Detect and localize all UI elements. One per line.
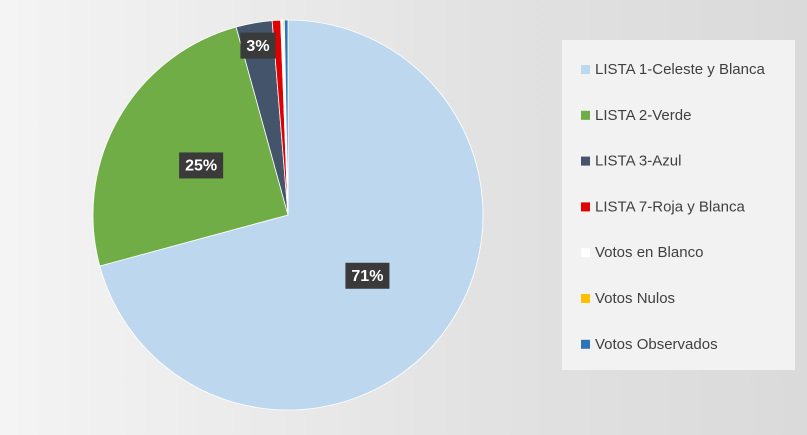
legend-label: Votos Observados xyxy=(595,336,718,353)
legend-label: Votos en Blanco xyxy=(595,244,703,261)
legend-swatch xyxy=(581,202,590,212)
value-label-bg xyxy=(179,152,224,179)
legend-swatch xyxy=(581,339,590,349)
pie-slice xyxy=(92,26,289,267)
legend-label: LISTA 2-Verde xyxy=(595,107,691,124)
legend-swatch xyxy=(581,110,590,120)
legend-swatch xyxy=(581,294,590,303)
legend-swatch xyxy=(581,156,590,166)
legend-swatch xyxy=(581,248,590,258)
legend-box xyxy=(562,40,795,370)
value-label: 3% xyxy=(246,38,269,55)
pie-slice xyxy=(99,19,484,411)
legend-label: LISTA 7-Roja y Blanca xyxy=(595,198,745,215)
legend-label: LISTA 3-Azul xyxy=(595,153,681,170)
pie-slice xyxy=(283,19,289,216)
value-label: 25% xyxy=(185,158,217,175)
legend-label: LISTA 1-Celeste y Blanca xyxy=(595,61,765,78)
legend-label: Votos Nulos xyxy=(595,290,675,307)
value-label-bg xyxy=(240,32,276,59)
legend-swatch xyxy=(581,65,590,74)
value-label-bg xyxy=(345,262,390,289)
value-label: 71% xyxy=(351,268,383,285)
